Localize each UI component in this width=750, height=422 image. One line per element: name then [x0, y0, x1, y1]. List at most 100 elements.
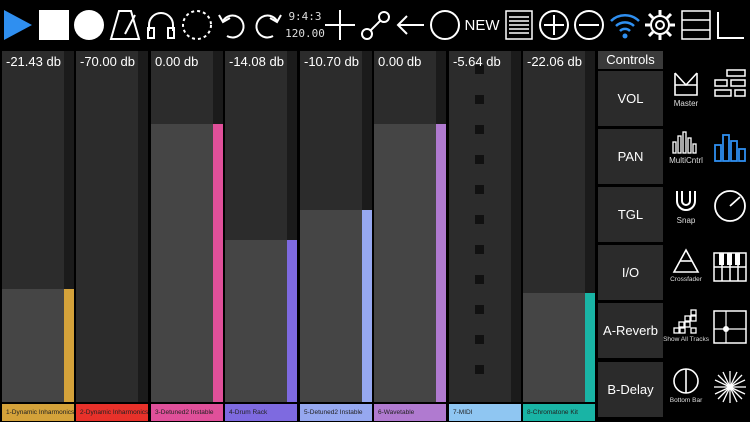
channel-name[interactable]: 3-Detuned2 Instable — [151, 404, 223, 421]
level-meter — [436, 124, 446, 402]
control-pan-button[interactable]: PAN — [598, 129, 663, 184]
tempo-value: 120.00 — [285, 27, 325, 40]
tracks-layout-button[interactable] — [709, 56, 750, 114]
fader-level[interactable] — [523, 293, 585, 402]
master-button[interactable]: Master — [666, 60, 706, 118]
fader-level[interactable] — [374, 124, 436, 402]
level-meter — [585, 293, 595, 402]
meter-rail — [138, 51, 148, 402]
channel-db: -22.06 db — [527, 54, 582, 69]
new-button[interactable]: NEW — [463, 0, 501, 50]
back-arrow-icon[interactable] — [393, 0, 427, 50]
channel-name[interactable]: 8-Chromatone Kit — [523, 404, 595, 421]
dial-button[interactable] — [709, 177, 750, 235]
fader-level[interactable] — [151, 124, 213, 402]
channel-name[interactable]: 4-Drum Rack — [225, 404, 297, 421]
level-meter — [213, 124, 223, 402]
level-meter — [64, 289, 74, 402]
xy-pad-button[interactable] — [709, 298, 750, 356]
crossfader-label: Crossfader — [670, 275, 702, 283]
channel-db: 0.00 db — [155, 54, 199, 69]
toolbar: 9:4:3 120.00 NEW — [0, 0, 750, 50]
keyboard-icon — [712, 252, 747, 282]
add-icon[interactable] — [324, 0, 356, 50]
meter-rail — [64, 51, 74, 402]
time-signature: 9:4:3 — [288, 10, 322, 23]
channel-strip[interactable]: -14.08 db 4-Drum Rack — [223, 51, 297, 422]
channel-db: -14.08 db — [229, 54, 284, 69]
zoom-in-icon[interactable] — [537, 0, 571, 50]
level-meter — [287, 240, 297, 402]
channel-strip[interactable]: 0.00 db 6-Wavetable — [372, 51, 446, 422]
mixer-bars-icon — [713, 134, 746, 162]
channel-name[interactable]: 7-MIDI — [449, 404, 521, 421]
burst-icon — [713, 371, 746, 403]
channel-strip[interactable]: 0.00 db 3-Detuned2 Instable — [149, 51, 223, 422]
new-label: NEW — [464, 16, 500, 34]
channel-name[interactable]: 2-Dynamic Inharmonics — [76, 404, 148, 421]
crossfader-icon — [672, 247, 700, 273]
show-all-tracks-icon — [673, 308, 697, 334]
fader-track[interactable] — [76, 51, 138, 402]
show-all-tracks-label: Show All Tracks — [663, 335, 709, 343]
fader-level[interactable] — [300, 210, 362, 402]
channel-name[interactable]: 1-Dynamic Inharmonics — [2, 404, 74, 421]
control-vol-button[interactable]: VOL — [598, 71, 663, 126]
fader-level[interactable] — [2, 289, 64, 402]
redo-icon[interactable] — [250, 0, 284, 50]
connect-icon[interactable] — [358, 0, 392, 50]
corner-icon[interactable] — [714, 0, 748, 50]
circle-icon[interactable] — [428, 0, 462, 50]
burst-button[interactable] — [709, 358, 750, 416]
channel-strip[interactable]: -5.64 db 7-MIDI — [447, 51, 521, 422]
midi-lane-marks — [475, 65, 484, 395]
channel-strip[interactable]: -70.00 db 2-Dynamic Inharmonics — [74, 51, 148, 422]
snap-label: Snap — [676, 215, 696, 225]
undo-icon[interactable] — [216, 0, 250, 50]
bottom-bar-icon — [673, 367, 699, 394]
metronome-icon[interactable] — [108, 0, 142, 50]
channel-strip[interactable]: -22.06 db 8-Chromatone Kit — [521, 51, 595, 422]
channel-db: -10.70 db — [304, 54, 359, 69]
channel-strip[interactable]: -10.70 db 5-Detuned2 Instable — [298, 51, 372, 422]
multi-control-button[interactable]: MultiCntrl — [666, 118, 706, 176]
wifi-icon[interactable] — [607, 0, 643, 50]
channel-name[interactable]: 5-Detuned2 Instable — [300, 404, 372, 421]
mixer: -21.43 db 1-Dynamic Inharmonics -70.00 d… — [0, 51, 596, 422]
bottom-bar-label: Bottom Bar — [669, 396, 703, 404]
list-icon[interactable] — [503, 0, 535, 50]
time-signature-tempo[interactable]: 9:4:3 120.00 — [282, 8, 328, 42]
channel-db: 0.00 db — [378, 54, 422, 69]
meter-rail — [287, 51, 297, 402]
show-all-tracks-button[interactable]: Show All Tracks — [663, 296, 709, 354]
dial-icon — [713, 190, 746, 222]
channel-strip[interactable]: -21.43 db 1-Dynamic Inharmonics — [0, 51, 74, 422]
xy-pad-icon — [712, 310, 747, 344]
master-icon — [674, 71, 698, 96]
level-meter — [362, 210, 372, 402]
headphones-icon[interactable] — [144, 0, 178, 50]
tracks-layout-icon — [713, 69, 746, 97]
control-io-button[interactable]: I/O — [598, 245, 663, 300]
controls-header: Controls — [598, 51, 663, 69]
control-b-delay-button[interactable]: B-Delay — [598, 362, 663, 417]
channel-db: -70.00 db — [80, 54, 135, 69]
keyboard-button[interactable] — [709, 238, 750, 296]
crossfader-button[interactable]: Crossfader — [666, 236, 706, 294]
fader-level[interactable] — [225, 240, 287, 402]
settings-icon[interactable] — [643, 0, 677, 50]
mixer-bars-button[interactable] — [709, 117, 750, 175]
control-tgl-button[interactable]: TGL — [598, 187, 663, 242]
snap-button[interactable]: Snap — [666, 177, 706, 235]
record-icon[interactable] — [73, 0, 105, 50]
channel-name[interactable]: 6-Wavetable — [374, 404, 446, 421]
control-a-reverb-button[interactable]: A-Reverb — [598, 303, 663, 358]
loop-icon[interactable] — [180, 0, 214, 50]
bottom-bar-button[interactable]: Bottom Bar — [666, 356, 706, 414]
stop-icon[interactable] — [38, 0, 70, 50]
zoom-out-icon[interactable] — [572, 0, 606, 50]
play-icon[interactable] — [2, 0, 34, 50]
snap-magnet-icon — [676, 190, 696, 211]
layout-icon[interactable] — [679, 0, 713, 50]
multi-control-icon — [672, 130, 697, 154]
